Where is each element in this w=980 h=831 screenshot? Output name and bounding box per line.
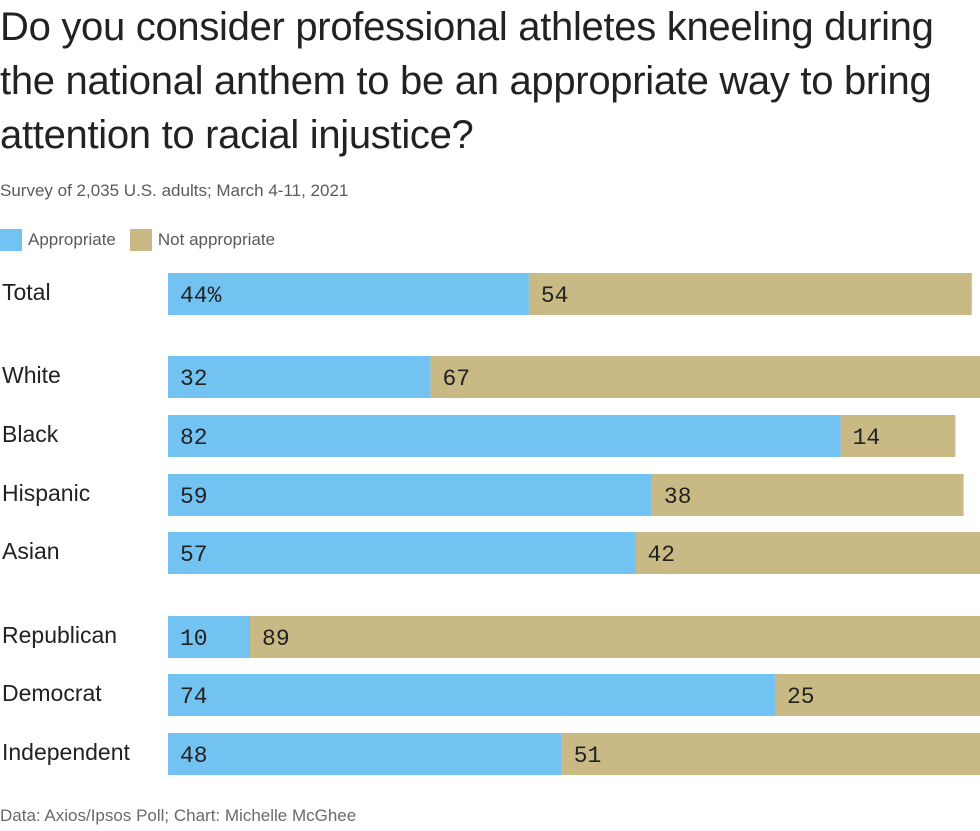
- bar-appropriate-black: [168, 415, 841, 457]
- data-label-not-appropriate-asian: 42: [648, 542, 676, 568]
- chart-source: Data: Axios/Ipsos Poll; Chart: Michelle …: [0, 806, 357, 825]
- category-label-democrat: Democrat: [2, 680, 102, 706]
- bar-not-appropriate-democrat: [774, 674, 980, 716]
- data-label-appropriate-independent: 48: [180, 743, 208, 769]
- data-label-not-appropriate-democrat: 25: [787, 684, 815, 710]
- category-label-republican: Republican: [2, 622, 117, 648]
- bar-not-appropriate-hispanic: [651, 474, 964, 516]
- legend-label-not-appropriate: Not appropriate: [157, 230, 276, 249]
- bar-not-appropriate-republican: [250, 616, 980, 658]
- bar-appropriate-hispanic: [168, 474, 652, 516]
- legend-swatch-not-appropriate: [129, 229, 152, 251]
- data-label-appropriate-white: 32: [180, 366, 208, 392]
- legend-item-appropriate: Appropriate: [0, 229, 116, 251]
- category-label-total: Total: [2, 279, 51, 305]
- bar-not-appropriate-independent: [561, 733, 980, 775]
- bar-appropriate-white: [168, 356, 431, 398]
- category-label-asian: Asian: [2, 538, 60, 564]
- data-label-not-appropriate-republican: 89: [262, 626, 290, 652]
- data-label-not-appropriate-hispanic: 38: [664, 484, 692, 510]
- data-label-not-appropriate-total: 54: [541, 283, 569, 309]
- bar-not-appropriate-asian: [635, 532, 980, 574]
- data-label-not-appropriate-white: 67: [442, 366, 470, 392]
- legend-item-not-appropriate: Not appropriate: [129, 229, 276, 251]
- category-label-independent: Independent: [2, 739, 131, 765]
- chart-title: Do you consider professional athletes kn…: [0, 5, 934, 157]
- legend: Appropriate Not appropriate: [0, 229, 279, 251]
- legend-swatch-appropriate: [0, 229, 22, 251]
- category-label-hispanic: Hispanic: [2, 480, 90, 506]
- bar-not-appropriate-total: [528, 273, 972, 315]
- chart-subtitle: Survey of 2,035 U.S. adults; March 4-11,…: [0, 181, 349, 200]
- data-label-appropriate-total: 44%: [180, 283, 222, 309]
- data-label-appropriate-hispanic: 59: [180, 484, 208, 510]
- bar-appropriate-republican: [168, 616, 251, 658]
- bar-not-appropriate-black: [840, 415, 956, 457]
- bar-appropriate-asian: [168, 532, 636, 574]
- category-label-black: Black: [2, 421, 59, 447]
- data-label-appropriate-asian: 57: [180, 542, 208, 568]
- bar-not-appropriate-white: [430, 356, 980, 398]
- data-label-appropriate-black: 82: [180, 425, 208, 451]
- legend-label-appropriate: Appropriate: [28, 230, 116, 249]
- category-label-white: White: [2, 362, 61, 388]
- bar-appropriate-democrat: [168, 674, 775, 716]
- bar-appropriate-total: [168, 273, 529, 315]
- data-label-appropriate-republican: 10: [180, 626, 208, 652]
- data-label-appropriate-democrat: 74: [180, 684, 208, 710]
- bar-appropriate-independent: [168, 733, 562, 775]
- data-label-not-appropriate-independent: 51: [574, 743, 602, 769]
- data-label-not-appropriate-black: 14: [853, 425, 881, 451]
